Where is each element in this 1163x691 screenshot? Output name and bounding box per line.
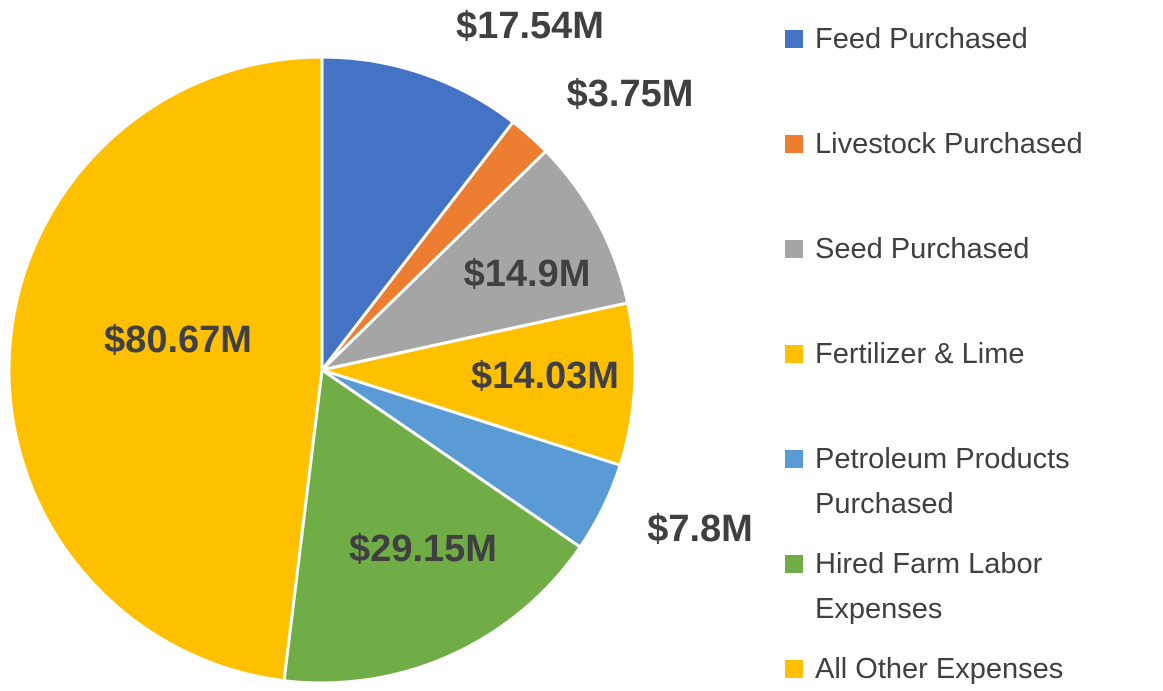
data-label: $80.67M [104, 319, 252, 361]
data-label: $29.15M [349, 528, 497, 570]
legend-label: All Other Expenses [815, 653, 1064, 685]
pie-area: $17.54M $3.75M $14.9M $14.03M $7.8M $29.15M $8… [7, 5, 753, 685]
legend-swatch [785, 555, 803, 573]
legend-label: Livestock Purchased [815, 128, 1083, 160]
pie-slice [320, 55, 516, 375]
legend-swatch [785, 135, 803, 153]
legend-swatch [785, 345, 803, 363]
data-label: $3.75M [567, 73, 694, 115]
legend-swatch [785, 450, 803, 468]
pie-slice [7, 55, 324, 683]
pie-slice [317, 149, 630, 373]
legend-label: Fertilizer & Lime [815, 338, 1025, 370]
legend-item: All Other Expenses [785, 647, 1157, 691]
legend-item: Feed Purchased [785, 17, 1157, 62]
pie-slice [282, 367, 583, 685]
legend-swatch [785, 660, 803, 678]
data-label: $7.8M [647, 508, 753, 550]
legend-swatch [785, 240, 803, 258]
legend-swatch [785, 30, 803, 48]
data-label: $14.9M [464, 253, 591, 295]
legend-label: Hired Farm Labor Expenses [815, 548, 1043, 625]
legend-item: Petroleum Products Purchased [785, 437, 1157, 527]
pie-slice [316, 301, 637, 468]
data-label: $14.03M [471, 355, 619, 397]
legend-item: Hired Farm Labor Expenses [785, 542, 1157, 632]
legend-item: Seed Purchased [785, 227, 1157, 272]
data-label: $17.54M [456, 5, 604, 47]
legend-label: Feed Purchased [815, 23, 1028, 55]
legend-item: Livestock Purchased [785, 122, 1157, 167]
legend-label: Petroleum Products Purchased [815, 443, 1070, 520]
legend-item: Fertilizer & Lime [785, 332, 1157, 377]
legend-label: Seed Purchased [815, 233, 1030, 265]
